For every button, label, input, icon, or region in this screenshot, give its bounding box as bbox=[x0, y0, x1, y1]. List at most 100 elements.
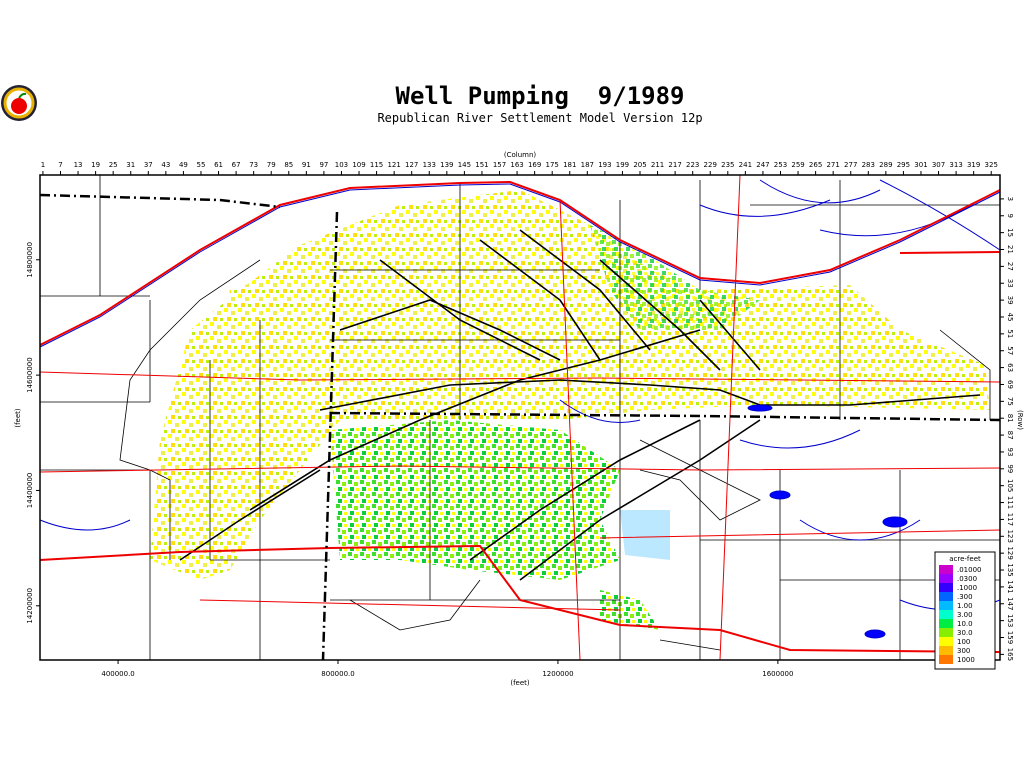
row-tick-label: 105 bbox=[1006, 479, 1014, 492]
column-tick-label: 145 bbox=[458, 161, 471, 169]
row-tick-label: 81 bbox=[1006, 414, 1014, 423]
row-tick-label: 165 bbox=[1006, 648, 1014, 661]
column-tick-label: 313 bbox=[949, 161, 962, 169]
row-tick-label: 51 bbox=[1006, 329, 1014, 338]
legend-swatch bbox=[939, 583, 953, 592]
row-tick-label: 33 bbox=[1006, 279, 1014, 288]
column-tick-label: 301 bbox=[914, 161, 927, 169]
legend-swatch bbox=[939, 655, 953, 664]
row-tick-label: 9 bbox=[1006, 214, 1014, 218]
y-tick-label: 14200000 bbox=[26, 588, 34, 624]
column-tick-label: 151 bbox=[475, 161, 488, 169]
column-tick-label: 325 bbox=[985, 161, 998, 169]
x-tick-label: 1600000 bbox=[762, 670, 793, 678]
legend-swatch bbox=[939, 628, 953, 637]
column-tick-label: 109 bbox=[352, 161, 365, 169]
y-tick-label: 14400000 bbox=[26, 473, 34, 509]
column-tick-label: 229 bbox=[704, 161, 717, 169]
column-tick-label: 187 bbox=[581, 161, 594, 169]
column-tick-label: 265 bbox=[809, 161, 822, 169]
legend-swatch bbox=[939, 646, 953, 655]
column-tick-label: 139 bbox=[440, 161, 453, 169]
legend-swatch bbox=[939, 637, 953, 646]
x-axis-label: (feet) bbox=[510, 679, 530, 687]
row-tick-label: 15 bbox=[1006, 228, 1014, 237]
column-tick-label: 157 bbox=[493, 161, 506, 169]
column-tick-label: 115 bbox=[370, 161, 383, 169]
y-tick-label: 14800000 bbox=[26, 242, 34, 278]
column-tick-label: 37 bbox=[144, 161, 153, 169]
map bbox=[39, 174, 1001, 661]
legend-label: 3.00 bbox=[957, 611, 973, 619]
row-tick-label: 39 bbox=[1006, 296, 1014, 305]
legend-label: 300 bbox=[957, 647, 970, 655]
y-axis-label: (feet) bbox=[14, 408, 22, 428]
column-tick-label: 1 bbox=[41, 161, 45, 169]
subtitle: Republican River Settlement Model Versio… bbox=[377, 111, 702, 125]
column-tick-label: 73 bbox=[249, 161, 258, 169]
row-tick-label: 21 bbox=[1006, 245, 1014, 254]
legend-label: 1.00 bbox=[957, 602, 973, 610]
row-tick-label: 27 bbox=[1006, 262, 1014, 271]
row-tick-label: 45 bbox=[1006, 313, 1014, 322]
row-tick-label: 117 bbox=[1006, 513, 1014, 526]
column-tick-label: 31 bbox=[126, 161, 135, 169]
roads bbox=[39, 174, 1001, 661]
legend-label: 100 bbox=[957, 638, 970, 646]
column-tick-label: 25 bbox=[109, 161, 118, 169]
legend-swatch bbox=[939, 610, 953, 619]
legend-swatch bbox=[939, 592, 953, 601]
row-tick-label: 129 bbox=[1006, 546, 1014, 559]
row-tick-label: 141 bbox=[1006, 580, 1014, 593]
legend-label: 1000 bbox=[957, 656, 975, 664]
column-tick-label: 91 bbox=[302, 161, 311, 169]
legend-title: acre-feet bbox=[949, 555, 981, 563]
legend-swatch bbox=[939, 601, 953, 610]
column-tick-label: 319 bbox=[967, 161, 980, 169]
row-tick-label: 75 bbox=[1006, 397, 1014, 406]
row-tick-label: 123 bbox=[1006, 530, 1014, 543]
row-tick-label: 147 bbox=[1006, 597, 1014, 610]
column-tick-label: 55 bbox=[197, 161, 206, 169]
column-tick-label: 259 bbox=[791, 161, 804, 169]
legend: acre-feet .01000.0300.1000.3001.003.0010.… bbox=[934, 551, 996, 670]
column-tick-label: 241 bbox=[739, 161, 752, 169]
column-tick-label: 175 bbox=[546, 161, 559, 169]
column-tick-label: 133 bbox=[423, 161, 436, 169]
column-tick-label: 253 bbox=[774, 161, 787, 169]
x-tick-label: 800000.0 bbox=[321, 670, 354, 678]
column-tick-label: 205 bbox=[633, 161, 646, 169]
x-tick-label: 1200000 bbox=[542, 670, 573, 678]
column-tick-label: 13 bbox=[74, 161, 83, 169]
legend-label: .0300 bbox=[957, 575, 977, 583]
axes: 1 7 13 19 25 31 37 43 49 55 61 67 73 79 85 91 97 103 109 11… bbox=[14, 151, 1024, 687]
column-tick-label: 127 bbox=[405, 161, 418, 169]
column-tick-label: 85 bbox=[284, 161, 293, 169]
y-tick-label: 14600000 bbox=[26, 357, 34, 393]
pumping-areas bbox=[150, 190, 990, 630]
legend-label: .300 bbox=[957, 593, 973, 601]
streams bbox=[179, 229, 981, 581]
column-tick-label: 271 bbox=[826, 161, 839, 169]
column-tick-label: 193 bbox=[598, 161, 611, 169]
column-tick-label: 163 bbox=[510, 161, 523, 169]
row-tick-label: 63 bbox=[1006, 363, 1014, 372]
column-tick-label: 49 bbox=[179, 161, 188, 169]
row-tick-label: 159 bbox=[1006, 631, 1014, 644]
row-tick-label: 135 bbox=[1006, 563, 1014, 576]
map-frame bbox=[39, 174, 1001, 661]
state-lines bbox=[39, 193, 1001, 661]
column-tick-label: 97 bbox=[319, 161, 328, 169]
logo bbox=[1, 85, 37, 121]
column-tick-label: 247 bbox=[756, 161, 769, 169]
column-tick-label: 307 bbox=[932, 161, 945, 169]
legend-swatch bbox=[939, 619, 953, 628]
column-tick-label: 199 bbox=[616, 161, 629, 169]
column-tick-label: 223 bbox=[686, 161, 699, 169]
column-tick-label: 217 bbox=[668, 161, 681, 169]
county-lines bbox=[39, 175, 1000, 660]
row-tick-label: 3 bbox=[1006, 197, 1014, 201]
legend-swatch bbox=[939, 565, 953, 574]
legend-label: 10.0 bbox=[957, 620, 973, 628]
legend-label: .1000 bbox=[957, 584, 977, 592]
